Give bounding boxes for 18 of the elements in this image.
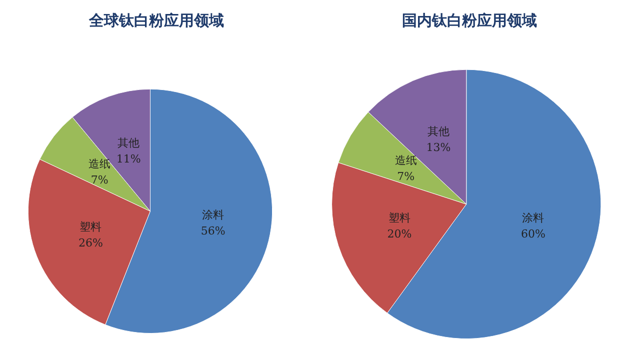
data-label: 13% xyxy=(426,141,451,154)
slice-label: 塑料 xyxy=(388,211,411,224)
slice-label: 其他 xyxy=(118,136,140,150)
slice-label: 涂料 xyxy=(522,211,544,224)
data-label: 60% xyxy=(521,227,546,240)
data-label: 11% xyxy=(116,152,141,166)
chart-title: 国内钛白粉应用领域 xyxy=(402,12,537,30)
data-label: 7% xyxy=(397,170,415,183)
slice-label: 塑料 xyxy=(80,220,102,234)
data-label: 56% xyxy=(200,224,226,238)
slice-label: 造纸 xyxy=(88,157,111,170)
data-label: 20% xyxy=(387,227,412,240)
data-label: 26% xyxy=(78,236,103,250)
chart-title: 全球钛白粉应用领域 xyxy=(88,12,224,30)
data-label: 7% xyxy=(90,173,108,186)
slice-label: 造纸 xyxy=(394,154,417,167)
slice-label: 涂料 xyxy=(202,208,224,222)
slice-label: 其他 xyxy=(427,125,450,138)
